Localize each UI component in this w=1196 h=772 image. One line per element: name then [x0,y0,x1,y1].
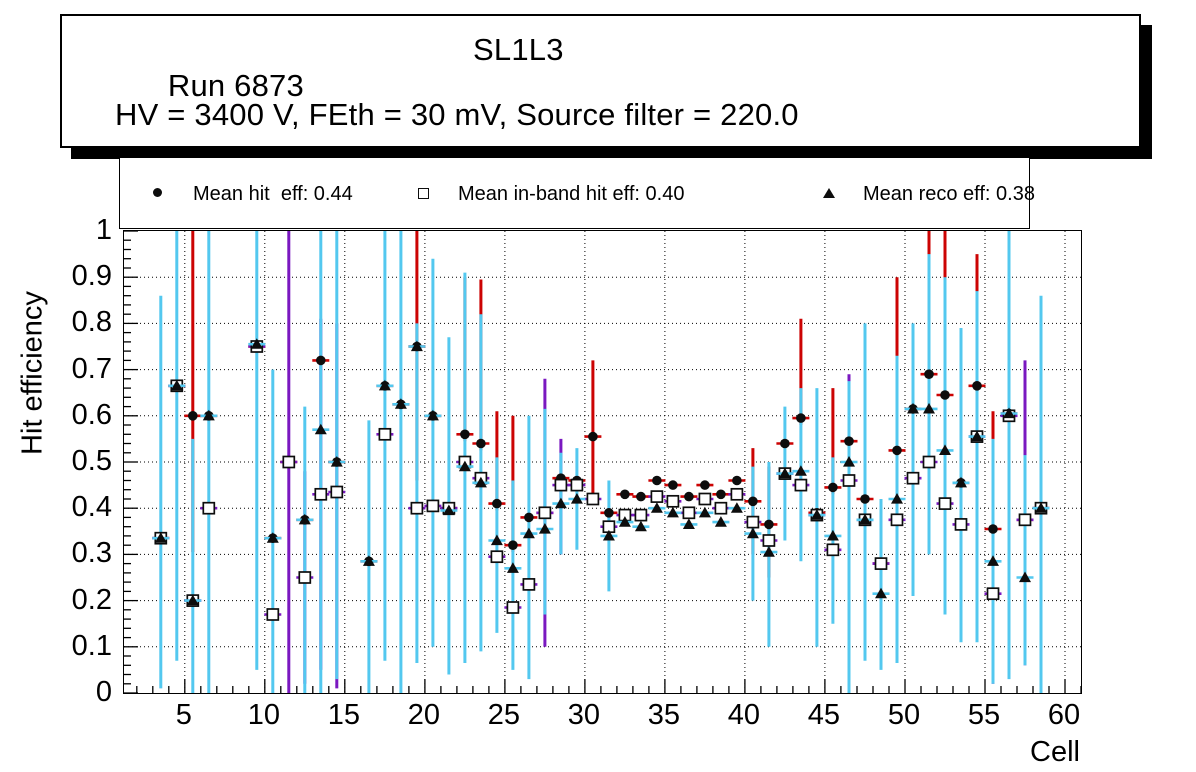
x-tick-label: 45 [807,699,841,731]
legend-entry-inband-eff: Mean in-band hit eff: 0.40 [458,183,685,205]
y-axis-title: Hit efficiency [16,291,49,455]
x-tick-label: 60 [1047,699,1081,731]
y-tick-label: 0.5 [71,445,112,477]
x-tick-label: 50 [887,699,921,731]
x-tick-label: 30 [567,699,601,731]
x-tick-label: 40 [727,699,761,731]
y-tick-label: 0.8 [71,306,112,339]
superlayer-label: SL1L3 [473,32,564,67]
legend-box: Mean hit eff: 0.44 Mean in-band hit eff:… [119,157,1035,229]
y-tick-label: 0 [95,676,112,708]
x-tick-label: 20 [407,699,440,731]
y-tick-label: 0.6 [71,398,112,431]
open-square-icon [418,188,429,199]
efficiency-scatter-plot [124,231,1081,693]
x-tick-label: 10 [247,699,280,731]
y-tick-label: 0.4 [71,491,112,524]
x-tick-label: 35 [647,699,681,731]
x-axis-title: Cell [1030,736,1080,768]
y-tick-label: 1 [95,214,112,246]
plot-frame [123,230,1082,694]
y-tick-label: 0.7 [71,352,112,385]
y-tick-label: 0.9 [71,260,112,293]
legend-entry-reco-eff: Mean reco eff: 0.38 [863,183,1035,205]
title-box: Run 6873 SL1L3 HV = 3400 V, FEth = 30 mV… [60,14,1141,148]
x-tick-label: 55 [967,699,1001,731]
legend-entry-hit-eff: Mean hit eff: 0.44 [193,183,353,205]
run-number: Run 6873 [167,68,304,103]
y-tick-label: 0.1 [71,629,112,662]
filled-circle-icon [153,188,162,197]
y-tick-label: 0.3 [71,537,112,570]
x-tick-label: 5 [175,699,192,731]
y-tick-label: 0.2 [71,583,112,616]
title-line-2: HV = 3400 V, FEth = 30 mV, Source filter… [115,97,799,132]
x-tick-label: 25 [487,699,520,731]
x-tick-label: 15 [327,699,360,731]
title-line-1: Run 6873 SL1L3 [115,32,564,176]
filled-triangle-icon [823,188,835,198]
